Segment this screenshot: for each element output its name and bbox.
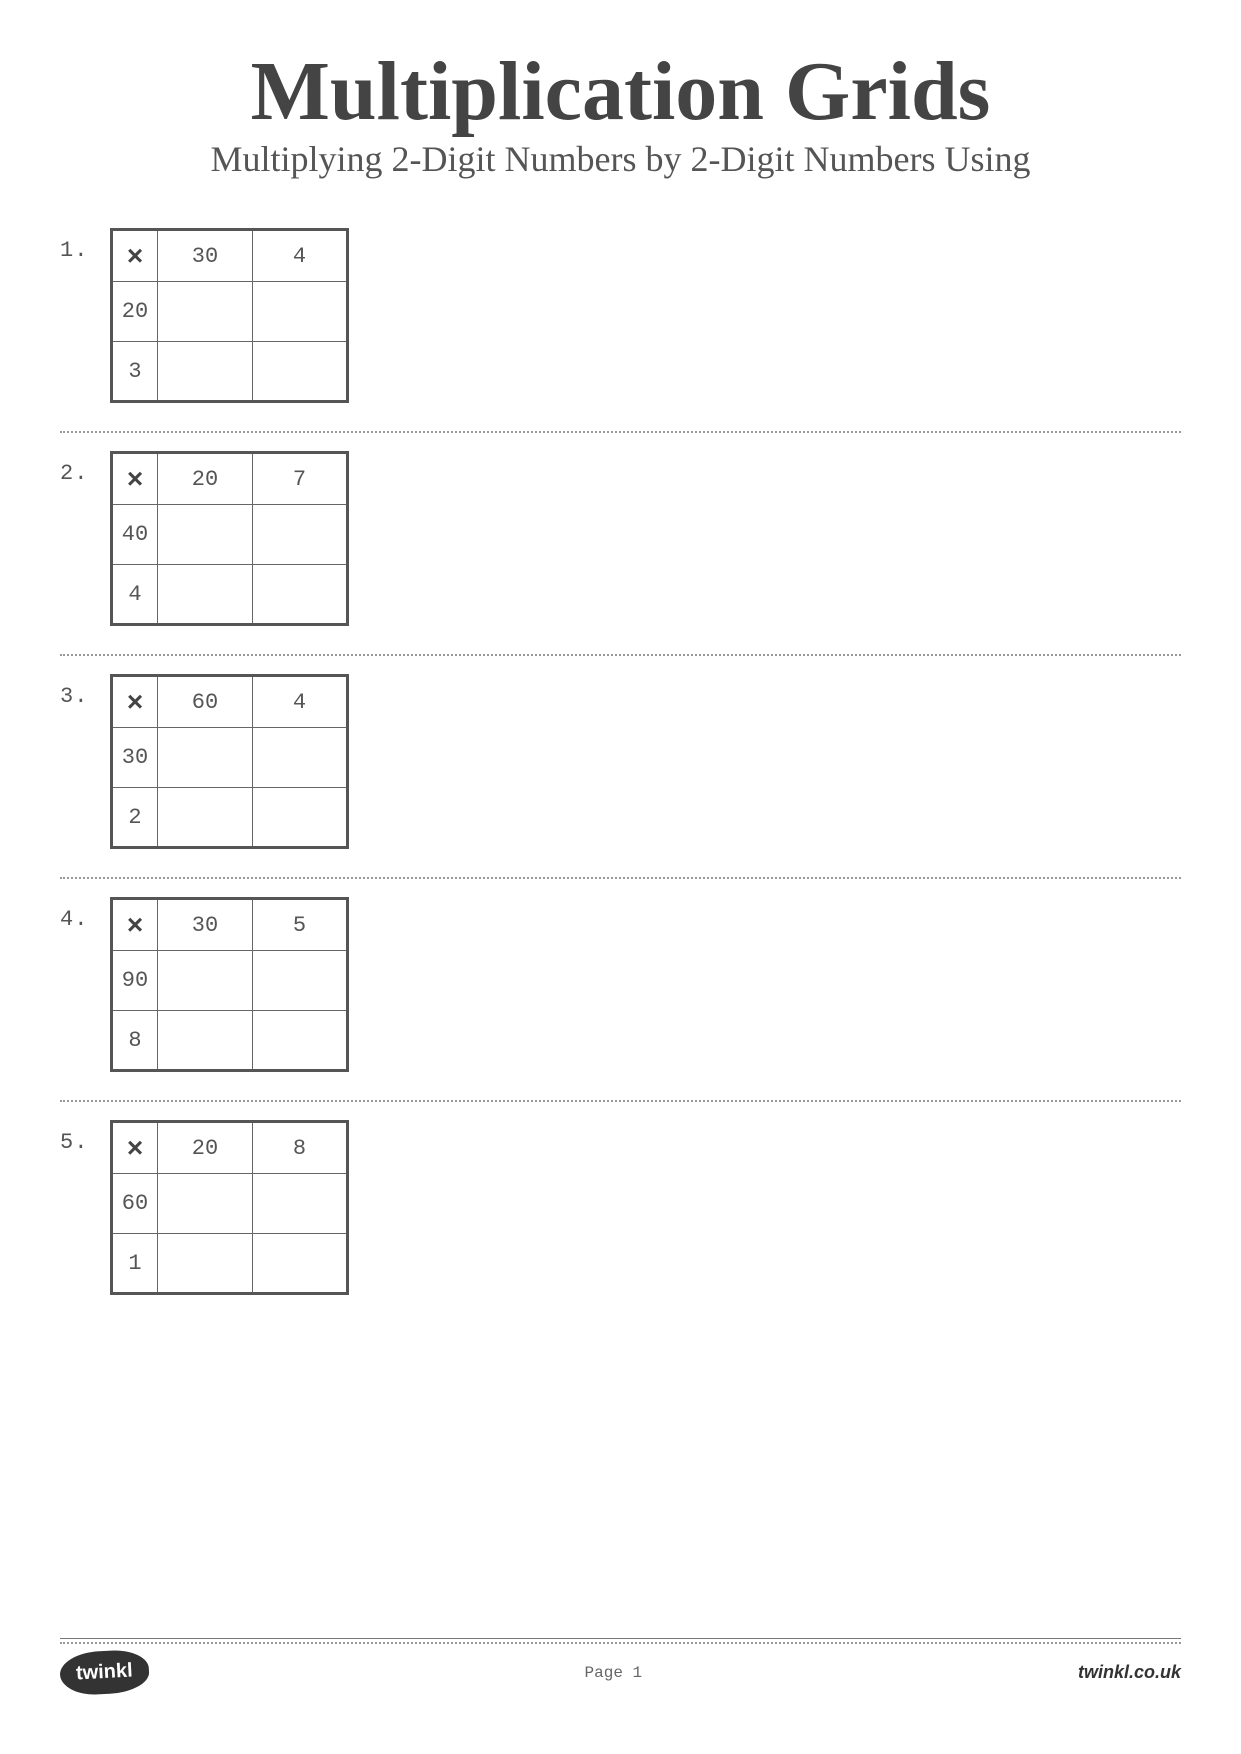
page-subtitle: Multiplying 2-Digit Numbers by 2-Digit N…	[60, 138, 1181, 180]
answer-cell[interactable]	[158, 1174, 253, 1234]
brand-url: twinkl.co.uk	[1078, 1662, 1181, 1683]
multiply-symbol: ×	[112, 1122, 158, 1174]
top-factor-1: 30	[158, 230, 253, 282]
answer-cell[interactable]	[253, 565, 348, 625]
problem-number: 1.	[60, 228, 110, 263]
side-factor-1: 20	[112, 282, 158, 342]
side-factor-2: 1	[112, 1234, 158, 1294]
problem-number: 5.	[60, 1120, 110, 1155]
multiplication-grid: × 30 4 20 3	[110, 228, 349, 403]
multiply-symbol: ×	[112, 676, 158, 728]
answer-cell[interactable]	[158, 342, 253, 402]
page-number: Page 1	[585, 1664, 643, 1682]
answer-cell[interactable]	[253, 1011, 348, 1071]
multiply-symbol: ×	[112, 453, 158, 505]
side-factor-2: 8	[112, 1011, 158, 1071]
top-factor-2: 5	[253, 899, 348, 951]
answer-cell[interactable]	[253, 1234, 348, 1294]
top-factor-2: 4	[253, 676, 348, 728]
multiplication-grid: × 30 5 90 8	[110, 897, 349, 1072]
side-factor-1: 90	[112, 951, 158, 1011]
answer-cell[interactable]	[158, 565, 253, 625]
top-factor-1: 20	[158, 1122, 253, 1174]
answer-cell[interactable]	[253, 342, 348, 402]
problem-3: 3. × 60 4 30 2	[60, 656, 1181, 877]
top-factor-1: 30	[158, 899, 253, 951]
problem-number: 2.	[60, 451, 110, 486]
page-footer: twinkl Page 1 twinkl.co.uk	[60, 1651, 1181, 1694]
top-factor-2: 7	[253, 453, 348, 505]
footer-divider	[60, 1638, 1181, 1644]
worksheet-page: Multiplication Grids Multiplying 2-Digit…	[0, 0, 1241, 1754]
side-factor-2: 3	[112, 342, 158, 402]
answer-cell[interactable]	[158, 1011, 253, 1071]
problem-4: 4. × 30 5 90 8	[60, 879, 1181, 1100]
twinkl-logo: twinkl	[59, 1649, 150, 1697]
problem-number: 4.	[60, 897, 110, 932]
top-factor-1: 60	[158, 676, 253, 728]
answer-cell[interactable]	[253, 951, 348, 1011]
side-factor-1: 60	[112, 1174, 158, 1234]
multiplication-grid: × 20 7 40 4	[110, 451, 349, 626]
answer-cell[interactable]	[253, 788, 348, 848]
answer-cell[interactable]	[253, 1174, 348, 1234]
page-title: Multiplication Grids	[60, 50, 1181, 134]
side-factor-1: 40	[112, 505, 158, 565]
answer-cell[interactable]	[158, 505, 253, 565]
top-factor-1: 20	[158, 453, 253, 505]
answer-cell[interactable]	[158, 1234, 253, 1294]
answer-cell[interactable]	[158, 788, 253, 848]
multiplication-grid: × 20 8 60 1	[110, 1120, 349, 1295]
multiplication-grid: × 60 4 30 2	[110, 674, 349, 849]
problem-5: 5. × 20 8 60 1	[60, 1102, 1181, 1323]
side-factor-2: 4	[112, 565, 158, 625]
multiply-symbol: ×	[112, 230, 158, 282]
side-factor-1: 30	[112, 728, 158, 788]
problem-1: 1. × 30 4 20 3	[60, 210, 1181, 431]
problem-number: 3.	[60, 674, 110, 709]
top-factor-2: 8	[253, 1122, 348, 1174]
answer-cell[interactable]	[253, 728, 348, 788]
answer-cell[interactable]	[253, 505, 348, 565]
problem-2: 2. × 20 7 40 4	[60, 433, 1181, 654]
answer-cell[interactable]	[158, 951, 253, 1011]
top-factor-2: 4	[253, 230, 348, 282]
answer-cell[interactable]	[253, 282, 348, 342]
side-factor-2: 2	[112, 788, 158, 848]
answer-cell[interactable]	[158, 728, 253, 788]
multiply-symbol: ×	[112, 899, 158, 951]
answer-cell[interactable]	[158, 282, 253, 342]
